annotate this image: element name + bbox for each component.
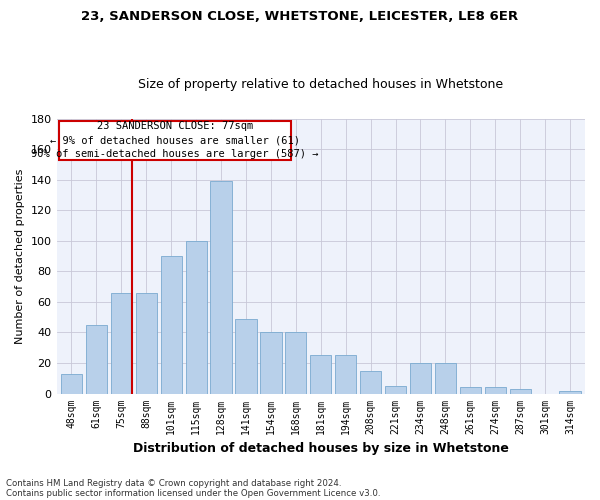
Bar bbox=[310, 356, 331, 394]
Bar bbox=[435, 363, 456, 394]
Bar bbox=[335, 356, 356, 394]
Bar bbox=[161, 256, 182, 394]
Bar bbox=[285, 332, 307, 394]
X-axis label: Distribution of detached houses by size in Whetstone: Distribution of detached houses by size … bbox=[133, 442, 509, 455]
Bar bbox=[235, 318, 257, 394]
Bar bbox=[111, 292, 132, 394]
Title: Size of property relative to detached houses in Whetstone: Size of property relative to detached ho… bbox=[138, 78, 503, 91]
Bar bbox=[185, 241, 207, 394]
Text: Contains public sector information licensed under the Open Government Licence v3: Contains public sector information licen… bbox=[6, 488, 380, 498]
Bar bbox=[485, 388, 506, 394]
FancyBboxPatch shape bbox=[59, 121, 291, 160]
Text: Contains HM Land Registry data © Crown copyright and database right 2024.: Contains HM Land Registry data © Crown c… bbox=[6, 478, 341, 488]
Bar bbox=[136, 292, 157, 394]
Bar bbox=[559, 390, 581, 394]
Bar bbox=[61, 374, 82, 394]
Bar bbox=[385, 386, 406, 394]
Text: 23, SANDERSON CLOSE, WHETSTONE, LEICESTER, LE8 6ER: 23, SANDERSON CLOSE, WHETSTONE, LEICESTE… bbox=[82, 10, 518, 23]
Bar bbox=[360, 370, 381, 394]
Bar bbox=[509, 389, 531, 394]
Bar bbox=[460, 388, 481, 394]
Bar bbox=[211, 181, 232, 394]
Bar bbox=[260, 332, 281, 394]
Text: 23 SANDERSON CLOSE: 77sqm
← 9% of detached houses are smaller (61)
90% of semi-d: 23 SANDERSON CLOSE: 77sqm ← 9% of detach… bbox=[31, 122, 319, 160]
Bar bbox=[410, 363, 431, 394]
Y-axis label: Number of detached properties: Number of detached properties bbox=[15, 168, 25, 344]
Bar bbox=[86, 325, 107, 394]
